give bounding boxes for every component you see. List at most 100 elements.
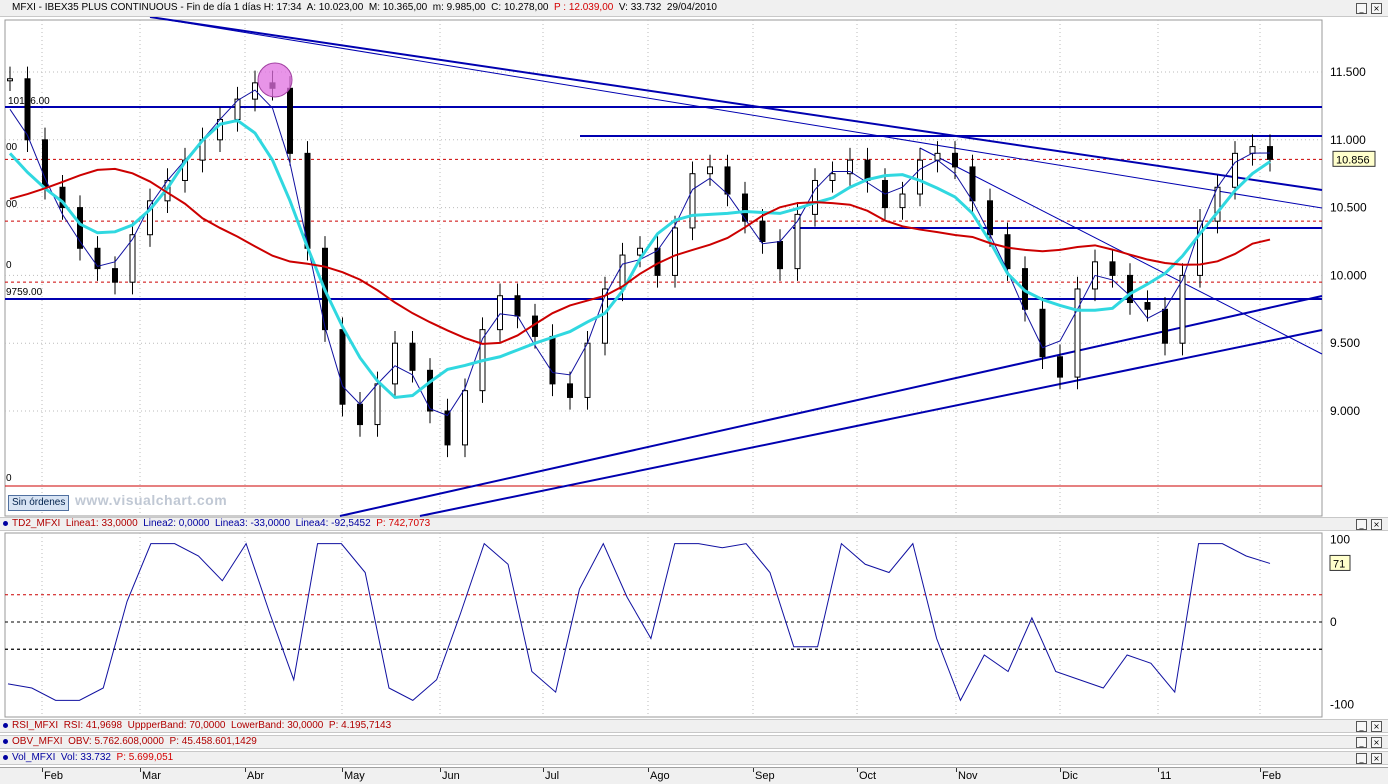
vol-value: Vol: 33.732 bbox=[60, 752, 111, 763]
highlight-circle bbox=[257, 62, 293, 98]
time-axis-month-label: Jul bbox=[545, 770, 560, 782]
candle-body bbox=[917, 159, 923, 195]
vol-legend: Vol_MFXI Vol: 33.732 P: 5.699,051 bbox=[12, 752, 173, 763]
vol-close-icon[interactable]: × bbox=[1371, 753, 1382, 764]
td-indicator-icon bbox=[3, 521, 8, 526]
candle-body bbox=[812, 179, 818, 215]
rsi-p: P: 4.195,7143 bbox=[328, 720, 392, 731]
price-axis-tick-label: 9.500 bbox=[1330, 336, 1360, 350]
td-line bbox=[7, 542, 1271, 702]
time-axis-month-label: 11 bbox=[1160, 770, 1172, 782]
time-axis-tick bbox=[140, 768, 141, 772]
trendline-uptrend-lower bbox=[419, 329, 1323, 517]
candle-body bbox=[1179, 274, 1186, 344]
rsi-panel-header: RSI_MFXI RSI: 41,9698 UppperBand: 70,000… bbox=[0, 719, 1388, 733]
price-axis-tick-label: 9.000 bbox=[1330, 404, 1360, 418]
rsi-upper: UppperBand: 70,0000 bbox=[127, 720, 226, 731]
time-axis-tick bbox=[956, 768, 957, 772]
level-label: 0 bbox=[6, 260, 12, 271]
candle-body bbox=[619, 254, 626, 290]
rsi-minimize-icon[interactable]: _ bbox=[1356, 721, 1367, 732]
td-panel-header: TD2_MFXI Linea1: 33,0000 Linea2: 0,0000 … bbox=[0, 517, 1388, 531]
candle-body bbox=[689, 173, 696, 229]
time-axis-tick bbox=[440, 768, 441, 772]
chart-title-bar: MFXI - IBEX35 PLUS CONTINUOUS - Fin de d… bbox=[0, 0, 1388, 17]
obv-name: OBV_MFXI bbox=[12, 736, 63, 747]
price-axis-tick-label: 11.000 bbox=[1330, 133, 1366, 147]
price-axis-tick-label: 11.500 bbox=[1330, 65, 1366, 79]
candle-body bbox=[987, 200, 993, 236]
trendline-downtrend-thin bbox=[149, 17, 1323, 209]
rsi-indicator-icon bbox=[3, 723, 8, 728]
candle-body bbox=[112, 268, 118, 283]
td-name: TD2_MFXI bbox=[12, 518, 61, 529]
candle-body bbox=[1057, 356, 1063, 378]
td-line1: Linea1: 33,0000 bbox=[65, 518, 138, 529]
header-time: H: 17:34 bbox=[263, 2, 302, 13]
last-price-label: 10.856 bbox=[1336, 154, 1370, 166]
obv-close-icon[interactable]: × bbox=[1371, 737, 1382, 748]
candle-body bbox=[742, 193, 748, 222]
time-axis-tick bbox=[543, 768, 544, 772]
td-close-icon[interactable]: × bbox=[1371, 519, 1382, 530]
candle-body bbox=[77, 207, 83, 249]
candle-body bbox=[444, 410, 451, 446]
moving-average-red bbox=[9, 167, 1271, 345]
header-date: 29/04/2010 bbox=[666, 2, 717, 13]
candle-body bbox=[584, 342, 591, 398]
symbol-title: MFXI - IBEX35 PLUS CONTINUOUS - Fin de d… bbox=[12, 2, 261, 13]
rsi-lower: LowerBand: 30,0000 bbox=[231, 720, 324, 731]
time-axis-month-label: Nov bbox=[958, 770, 978, 782]
candle-body bbox=[777, 241, 783, 270]
time-axis-tick bbox=[753, 768, 754, 772]
close-icon[interactable]: × bbox=[1371, 3, 1382, 14]
obv-value: OBV: 5.762.608,0000 bbox=[68, 736, 164, 747]
candle-body bbox=[1127, 274, 1133, 304]
vol-minimize-icon[interactable]: _ bbox=[1356, 753, 1367, 764]
obv-minimize-icon[interactable]: _ bbox=[1356, 737, 1367, 748]
candle-body bbox=[339, 329, 346, 405]
candle-body bbox=[707, 166, 713, 175]
time-axis-month-label: Feb bbox=[1262, 770, 1281, 782]
level-label: 9759.00 bbox=[6, 287, 43, 298]
candle-body bbox=[759, 220, 766, 243]
candle-body bbox=[357, 403, 363, 426]
rsi-close-icon[interactable]: × bbox=[1371, 721, 1382, 732]
vol-indicator-icon bbox=[3, 755, 8, 760]
candle-body bbox=[567, 383, 573, 398]
candle-body bbox=[24, 78, 31, 141]
vol-p: P: 5.699,051 bbox=[116, 752, 174, 763]
header-low: m: 9.985,00 bbox=[432, 2, 486, 13]
candle-body bbox=[847, 159, 853, 175]
time-axis-tick bbox=[342, 768, 343, 772]
candle-body bbox=[7, 78, 13, 82]
header-close: C: 10.278,00 bbox=[491, 2, 549, 13]
candle-body bbox=[514, 295, 521, 317]
obv-panel-header: OBV_MFXI OBV: 5.762.608,0000 P: 45.458.6… bbox=[0, 735, 1388, 749]
candle-body bbox=[42, 139, 48, 188]
td-plot-frame bbox=[4, 532, 1323, 718]
sin-ordenes-button[interactable]: Sin órdenes bbox=[8, 495, 70, 511]
rsi-name: RSI_MFXI bbox=[12, 720, 59, 731]
td-minimize-icon[interactable]: _ bbox=[1356, 519, 1367, 530]
price-chart: 11.50011.00010.50010.0009.5009.00010196.… bbox=[4, 17, 1376, 517]
candle-body bbox=[829, 173, 836, 181]
header-p: P : 12.039,00 bbox=[554, 2, 614, 13]
level-label: 00 bbox=[6, 199, 18, 210]
candle-body bbox=[1197, 220, 1203, 276]
time-axis-tick bbox=[42, 768, 43, 772]
candle-body bbox=[864, 159, 871, 181]
td-last-value-box bbox=[1329, 554, 1351, 571]
header-open: A: 10.023,00 bbox=[306, 2, 364, 13]
candle-body bbox=[287, 87, 293, 154]
candle-body bbox=[1039, 308, 1046, 358]
minimize-icon[interactable]: _ bbox=[1356, 3, 1367, 14]
price-axis-tick-label: 10.500 bbox=[1330, 201, 1367, 215]
moving-average-cyan bbox=[8, 118, 1271, 400]
last-price-box bbox=[1332, 150, 1376, 167]
vol-name: Vol_MFXI bbox=[12, 752, 56, 763]
td-axis-tick-label: -100 bbox=[1330, 698, 1354, 712]
td-last-value-label: 71 bbox=[1333, 558, 1345, 570]
candle-body bbox=[427, 369, 433, 412]
